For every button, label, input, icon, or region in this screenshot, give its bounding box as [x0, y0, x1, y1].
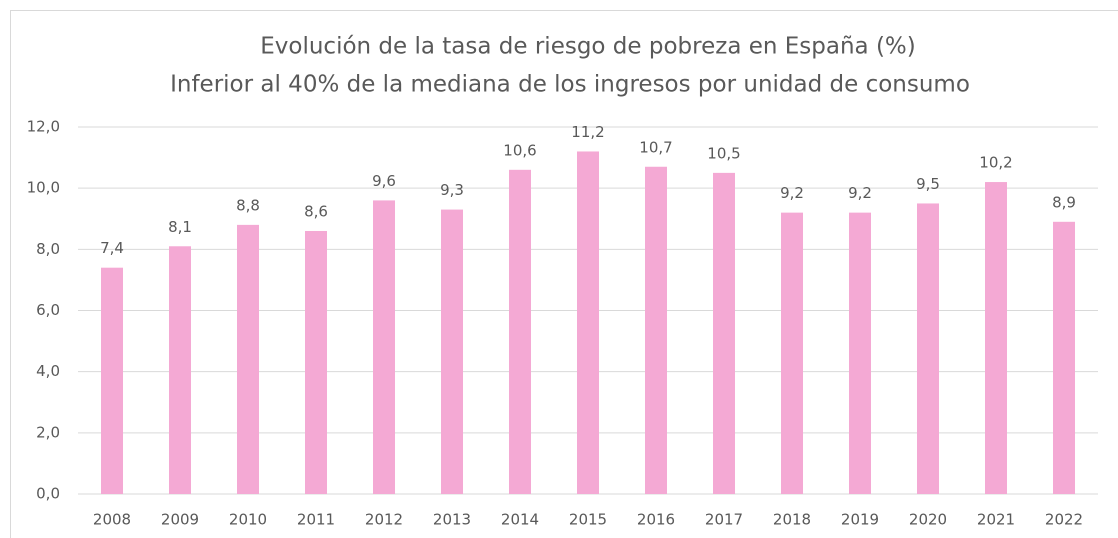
x-tick-label: 2017: [705, 511, 743, 529]
x-tick-label: 2009: [161, 511, 199, 529]
data-label: 10,2: [979, 154, 1012, 172]
bar: [441, 209, 463, 494]
bar: [169, 246, 191, 494]
x-tick-label: 2008: [93, 511, 131, 529]
bar: [917, 203, 939, 495]
data-label: 8,8: [236, 196, 260, 214]
chart-title: Evolución de la tasa de riesgo de pobrez…: [260, 34, 916, 60]
y-tick-label: 4,0: [36, 362, 60, 380]
bar: [849, 212, 871, 494]
x-tick-label: 2013: [433, 511, 471, 529]
data-label: 11,2: [571, 123, 604, 141]
x-tick-label: 2011: [297, 511, 335, 529]
bar: [101, 267, 123, 494]
x-tick-label: 2010: [229, 511, 267, 529]
data-label: 9,6: [372, 172, 396, 190]
y-tick-label: 6,0: [36, 301, 60, 319]
bar: [1053, 221, 1075, 494]
y-tick-label: 12,0: [27, 118, 60, 136]
data-label: 7,4: [100, 239, 124, 257]
x-tick-label: 2018: [773, 511, 811, 529]
x-tick-label: 2012: [365, 511, 403, 529]
bar: [985, 182, 1007, 495]
bar: [577, 151, 599, 494]
bar: [509, 169, 531, 495]
y-tick-label: 10,0: [27, 179, 60, 197]
x-tick-label: 2016: [637, 511, 675, 529]
y-tick-label: 0,0: [36, 485, 60, 503]
x-tick-label: 2014: [501, 511, 539, 529]
bar: [373, 200, 395, 494]
data-label: 10,6: [503, 141, 536, 159]
data-label: 9,2: [780, 184, 804, 202]
bar: [781, 212, 803, 494]
bar: [713, 172, 735, 494]
x-tick-label: 2015: [569, 511, 607, 529]
chart-subtitle: Inferior al 40% de la mediana de los ing…: [170, 72, 970, 98]
data-label: 9,5: [916, 175, 940, 193]
x-tick-label: 2022: [1045, 511, 1083, 529]
data-label: 9,2: [848, 184, 872, 202]
bar: [237, 224, 259, 494]
x-tick-label: 2019: [841, 511, 879, 529]
data-label: 10,7: [639, 138, 672, 156]
x-tick-label: 2021: [977, 511, 1015, 529]
bar: [305, 230, 327, 494]
data-label: 8,1: [168, 218, 192, 236]
data-label: 10,5: [707, 144, 740, 162]
x-tick-label: 2020: [909, 511, 947, 529]
bar: [645, 166, 667, 494]
chart-border: [10, 10, 1118, 538]
y-tick-label: 2,0: [36, 423, 60, 441]
data-label: 8,6: [304, 202, 328, 220]
data-label: 9,3: [440, 181, 464, 199]
data-label: 8,9: [1052, 193, 1076, 211]
y-tick-label: 8,0: [36, 240, 60, 258]
